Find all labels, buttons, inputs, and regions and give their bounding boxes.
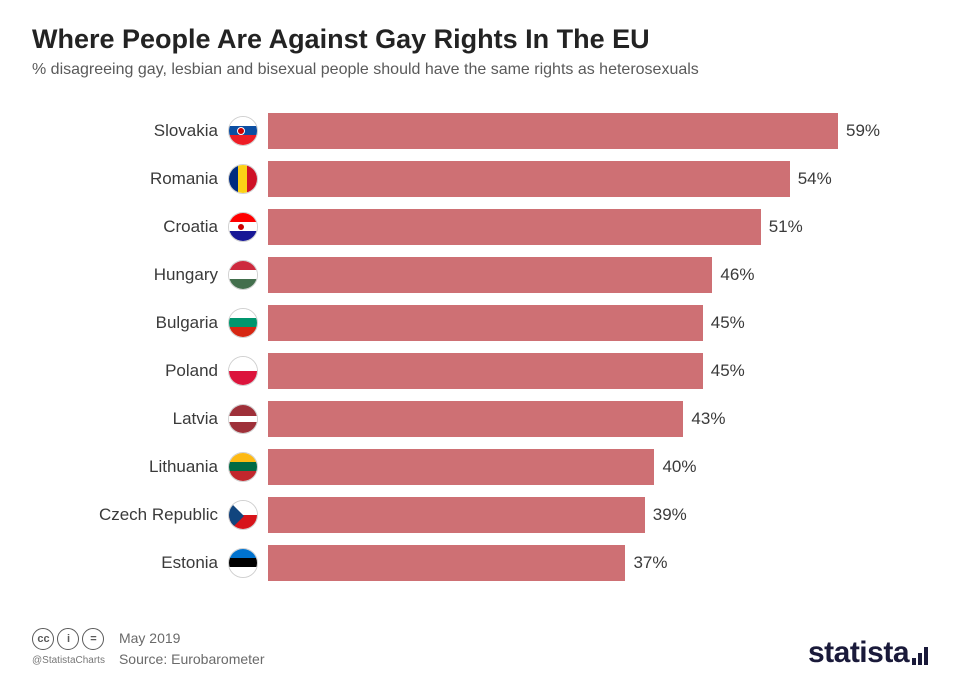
- ro-flag-icon: [228, 164, 258, 194]
- chart-row: Slovakia 59%: [72, 107, 888, 155]
- bar-value: 39%: [653, 505, 687, 525]
- twitter-handle: @StatistaCharts: [32, 655, 105, 666]
- bar-value: 59%: [846, 121, 880, 141]
- bar-value: 45%: [711, 313, 745, 333]
- country-label: Croatia: [72, 217, 228, 237]
- country-label: Czech Republic: [72, 505, 228, 525]
- bar: [268, 305, 703, 341]
- country-label: Lithuania: [72, 457, 228, 477]
- bar: [268, 449, 654, 485]
- bar-value: 43%: [691, 409, 725, 429]
- bar: [268, 545, 625, 581]
- bar-value: 46%: [720, 265, 754, 285]
- country-label: Estonia: [72, 553, 228, 573]
- lt-flag-icon: [228, 452, 258, 482]
- bar-chart: Slovakia 59% Romania 54% Croatia 51% Hungary 46…: [32, 107, 928, 587]
- date-label: May 2019: [119, 628, 265, 649]
- hu-flag-icon: [228, 260, 258, 290]
- by-icon: i: [57, 628, 79, 650]
- chart-subtitle: % disagreeing gay, lesbian and bisexual …: [32, 61, 928, 79]
- chart-row: Lithuania 40%: [72, 443, 888, 491]
- chart-row: Croatia 51%: [72, 203, 888, 251]
- bar-value: 37%: [633, 553, 667, 573]
- bar: [268, 161, 790, 197]
- hr-flag-icon: [228, 212, 258, 242]
- chart-row: Latvia 43%: [72, 395, 888, 443]
- bar: [268, 353, 703, 389]
- bar-value: 51%: [769, 217, 803, 237]
- nd-icon: =: [82, 628, 104, 650]
- chart-row: Estonia 37%: [72, 539, 888, 587]
- bar-value: 45%: [711, 361, 745, 381]
- cc-license-icons: cc i = @StatistaCharts: [32, 628, 105, 666]
- bar: [268, 401, 683, 437]
- bar: [268, 257, 712, 293]
- bar-value: 40%: [662, 457, 696, 477]
- chart-row: Bulgaria 45%: [72, 299, 888, 347]
- chart-row: Hungary 46%: [72, 251, 888, 299]
- cz-flag-icon: [228, 500, 258, 530]
- footer: cc i = @StatistaCharts May 2019 Source: …: [32, 628, 928, 670]
- statista-logo: statista: [808, 636, 928, 670]
- country-label: Slovakia: [72, 121, 228, 141]
- bar: [268, 113, 838, 149]
- chart-row: Romania 54%: [72, 155, 888, 203]
- source-label: Source: Eurobarometer: [119, 649, 265, 670]
- country-label: Poland: [72, 361, 228, 381]
- lv-flag-icon: [228, 404, 258, 434]
- bg-flag-icon: [228, 308, 258, 338]
- chart-row: Czech Republic 39%: [72, 491, 888, 539]
- bar: [268, 209, 761, 245]
- country-label: Bulgaria: [72, 313, 228, 333]
- sk-flag-icon: [228, 116, 258, 146]
- pl-flag-icon: [228, 356, 258, 386]
- chart-row: Poland 45%: [72, 347, 888, 395]
- cc-icon: cc: [32, 628, 54, 650]
- ee-flag-icon: [228, 548, 258, 578]
- country-label: Romania: [72, 169, 228, 189]
- bar: [268, 497, 645, 533]
- bar-value: 54%: [798, 169, 832, 189]
- chart-title: Where People Are Against Gay Rights In T…: [32, 24, 928, 55]
- country-label: Latvia: [72, 409, 228, 429]
- country-label: Hungary: [72, 265, 228, 285]
